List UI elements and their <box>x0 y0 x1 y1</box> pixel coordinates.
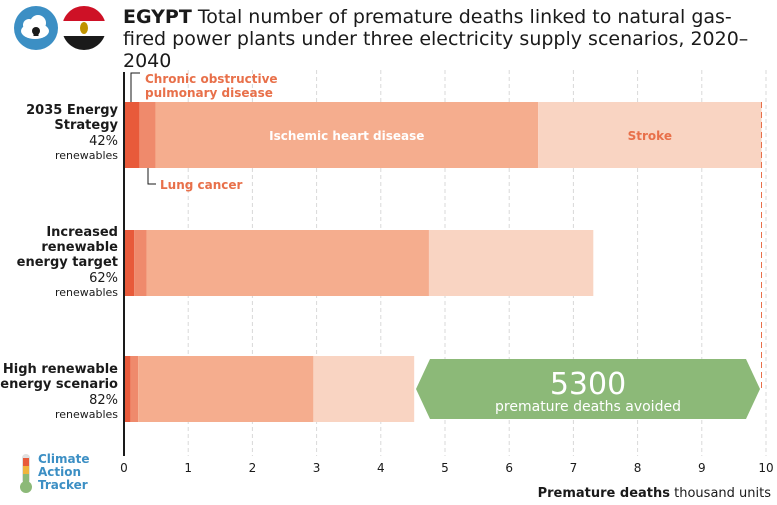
x-tick-label: 0 <box>120 461 128 475</box>
category-sub: renewables <box>55 149 118 162</box>
copd-leader <box>130 72 140 102</box>
category-sub: renewables <box>55 286 118 299</box>
egypt-flag-icon <box>62 6 106 50</box>
category-share: 82% <box>89 393 118 408</box>
category-name: Strategy <box>54 118 118 133</box>
copd-label-line2: pulmonary disease <box>145 86 273 100</box>
x-tick-label: 4 <box>377 461 385 475</box>
stroke-label: Stroke <box>628 129 672 143</box>
x-tick-label: 6 <box>505 461 513 475</box>
x-tick-label: 9 <box>698 461 706 475</box>
ihd-label: Ischemic heart disease <box>269 129 424 143</box>
bar-segment <box>124 230 135 296</box>
bar-segment <box>134 230 147 296</box>
bar-segment <box>124 102 140 168</box>
x-tick-label: 7 <box>570 461 578 475</box>
category-name: renewable <box>41 240 118 255</box>
category-share: 42% <box>89 134 118 149</box>
bar-segment <box>146 230 429 296</box>
double-arrow <box>416 359 760 419</box>
bar-segment <box>313 356 415 422</box>
title-text: Total number of premature deaths linked … <box>123 6 749 72</box>
x-axis-title-bold: Premature deaths <box>537 486 670 501</box>
x-tick-label: 3 <box>313 461 321 475</box>
bar-segment <box>428 230 594 296</box>
x-tick-label: 5 <box>441 461 449 475</box>
header-icons <box>14 6 106 50</box>
chart-title: EGYPT Total number of premature deaths l… <box>123 6 773 72</box>
bar-segment <box>124 356 131 422</box>
category-name: 2035 Energy <box>26 103 118 118</box>
bar-segment <box>138 356 314 422</box>
bar-segment <box>130 356 139 422</box>
x-axis-title: Premature deaths thousand units <box>538 486 771 501</box>
bar-segment <box>155 102 539 168</box>
x-tick-labels: 0 1 2 3 4 5 6 7 8 9 10 <box>120 461 773 475</box>
bar-segment <box>139 102 156 168</box>
avoided-label: premature deaths avoided <box>495 399 681 415</box>
x-tick-label: 1 <box>184 461 192 475</box>
country-name: EGYPT <box>123 6 192 28</box>
x-axis-title-unit: thousand units <box>674 486 771 501</box>
logo-line2: Action <box>38 465 82 479</box>
x-tick-label: 10 <box>758 461 773 475</box>
bars <box>124 102 762 422</box>
chart-header: EGYPT Total number of premature deaths l… <box>0 0 777 72</box>
category-sub: renewables <box>55 408 118 421</box>
category-name: Increased <box>46 225 118 240</box>
climate-action-tracker-logo: Climate Action Tracker <box>18 452 108 496</box>
thermometer-icon <box>20 454 32 493</box>
category-name: High renewable <box>3 362 118 377</box>
category-labels: 2035 EnergyStrategy42%renewablesIncrease… <box>0 103 118 421</box>
avoided-value: 5300 <box>550 367 626 402</box>
category-share: 62% <box>89 271 118 286</box>
logo-line1: Climate <box>38 452 90 466</box>
logo-line3: Tracker <box>38 478 88 492</box>
copd-label-line1: Chronic obstructive <box>145 72 278 86</box>
category-name: energy target <box>17 255 118 270</box>
x-tick-label: 2 <box>249 461 257 475</box>
lung-cancer-label: Lung cancer <box>160 178 243 192</box>
bar-segment <box>538 102 762 168</box>
lung-cancer-leader <box>147 168 156 185</box>
category-name: energy scenario <box>0 377 118 392</box>
cloud-skull-icon <box>14 6 58 50</box>
x-tick-label: 8 <box>634 461 642 475</box>
